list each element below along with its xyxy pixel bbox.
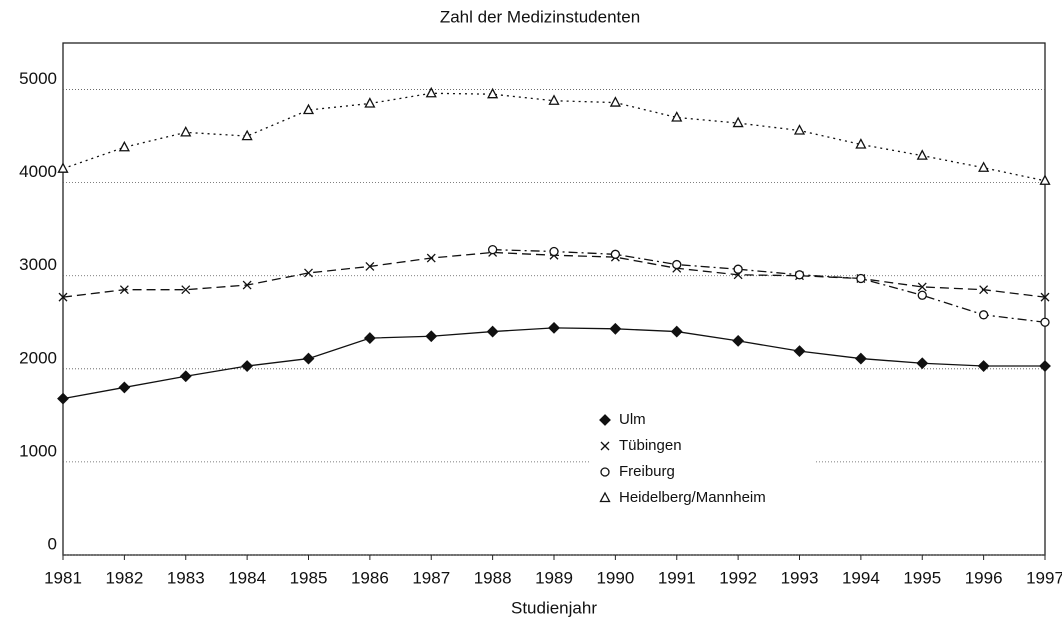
marker [1040,292,1050,302]
x-tick-label: 1996 [965,568,1003,587]
x-tick-label: 1981 [44,568,82,587]
marker [242,280,252,290]
marker [58,292,68,302]
marker [302,103,315,115]
marker [978,310,989,320]
marker [548,94,560,105]
marker [304,268,313,278]
marker [670,325,683,338]
marker [549,246,559,257]
marker [425,330,438,343]
marker [854,352,867,365]
legend-label: Heidelberg/Mannheim [619,489,766,506]
marker [426,253,436,263]
marker [118,140,130,152]
marker [57,162,69,173]
marker [179,370,192,383]
x-tick-label: 1982 [105,568,143,587]
x-tick-label: 1985 [290,568,328,587]
marker [793,345,806,358]
x-tick-label: 1994 [842,568,880,587]
marker [794,270,805,280]
marker [732,334,745,347]
marker [1039,360,1051,372]
marker [1040,317,1050,327]
marker [57,392,69,405]
marker [672,259,682,270]
x-tick-label: 1988 [474,568,512,587]
x-tick-label: 1984 [228,568,266,587]
plot-frame [62,42,1046,556]
marker [365,261,375,271]
series-line [62,251,1046,298]
legend-label: Ulm [619,411,646,428]
marker [610,249,621,259]
marker [487,245,498,255]
y-tick-label: 2000 [19,348,57,367]
x-tick-label: 1990 [596,568,634,587]
y-tick-label: 1000 [19,441,57,460]
marker [241,129,253,141]
marker [425,86,437,98]
series-line [62,92,1046,182]
marker [486,325,499,338]
x-tick-label: 1993 [781,568,819,587]
marker [180,125,192,137]
marker [600,467,610,477]
marker [599,414,611,426]
x-tick-label: 1995 [903,568,941,587]
marker [241,360,254,372]
x-axis-label: Studienjahr [511,598,597,617]
marker [671,111,683,122]
series-line [62,327,1045,400]
marker [599,491,611,503]
marker [363,332,376,345]
marker [302,352,315,365]
x-tick-label: 1991 [658,568,696,587]
marker [916,357,929,370]
marker [979,285,989,295]
marker [609,96,621,107]
marker [1039,174,1051,185]
marker [119,285,129,295]
marker [732,116,744,128]
marker [793,124,806,135]
marker [733,264,743,274]
marker [977,360,990,372]
marker [917,290,927,300]
marker [916,149,928,160]
marker [364,97,376,108]
y-tick-label: 4000 [19,162,57,181]
y-tick-label: 0 [48,534,57,553]
marker [118,381,131,394]
marker [487,87,499,99]
marker [978,161,990,172]
series-line [492,249,1046,323]
x-tick-label: 1997 [1026,568,1062,587]
marker [855,138,867,149]
chart-title: Zahl der Medizinstudenten [440,7,640,26]
legend-label: Tübingen [619,437,682,454]
marker [548,321,560,334]
x-tick-label: 1986 [351,568,389,587]
x-tick-label: 1983 [167,568,205,587]
marker [600,441,610,451]
marker [609,322,622,335]
x-tick-label: 1992 [719,568,757,587]
y-tick-label: 3000 [19,255,57,274]
marker [917,282,927,292]
legend-label: Freiburg [619,463,675,480]
y-tick-label: 5000 [19,69,57,88]
marker [856,273,866,284]
x-tick-label: 1987 [412,568,450,587]
x-tick-label: 1989 [535,568,573,587]
marker [181,285,191,295]
legend-box [590,406,815,514]
